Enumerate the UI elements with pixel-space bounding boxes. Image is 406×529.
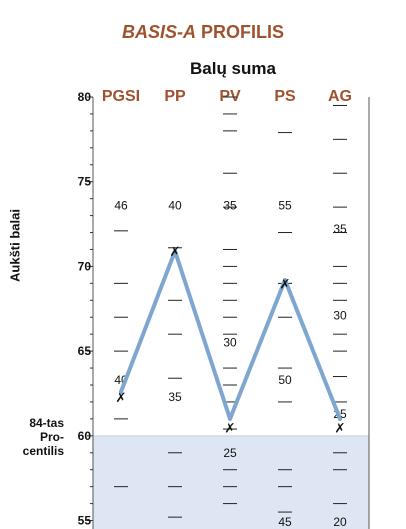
score-mark: ✗ bbox=[170, 245, 181, 260]
profile-point bbox=[228, 416, 232, 421]
y-tick-label: 65 bbox=[78, 344, 92, 358]
raw-score-label: 45 bbox=[278, 515, 292, 529]
profile-point bbox=[119, 389, 123, 394]
score-mark: ✗ bbox=[280, 277, 291, 292]
chart-subtitle: Balų suma bbox=[190, 59, 276, 78]
raw-score-label: 50 bbox=[278, 373, 292, 387]
raw-score-label: 20 bbox=[333, 515, 347, 529]
category-header: AG bbox=[328, 88, 352, 105]
raw-score-label: 35 bbox=[223, 198, 237, 212]
y-tick-label: 60 bbox=[78, 429, 92, 443]
category-header: PP bbox=[164, 88, 186, 105]
category-header: PS bbox=[274, 88, 296, 105]
score-mark: ✗ bbox=[335, 421, 346, 436]
y-tick-label: 80 bbox=[78, 90, 92, 104]
raw-score-label: 46 bbox=[114, 198, 128, 212]
y-tick-label: 55 bbox=[78, 514, 92, 528]
raw-score-label: 40 bbox=[168, 198, 182, 212]
raw-score-label: 30 bbox=[333, 309, 347, 323]
category-header: PGSI bbox=[102, 88, 140, 105]
percentile-shade bbox=[93, 435, 369, 529]
raw-score-label: 35 bbox=[168, 390, 182, 404]
raw-score-label: 35 bbox=[333, 222, 347, 236]
chart-title: BASIS-A PROFILIS bbox=[121, 22, 285, 42]
y-tick-label: 70 bbox=[78, 259, 92, 273]
percentile-label: 84-tas Pro- centilis bbox=[14, 416, 64, 458]
profile-point bbox=[173, 249, 177, 254]
score-mark: ✗ bbox=[116, 391, 127, 406]
score-mark: ✗ bbox=[225, 421, 236, 436]
profile-point bbox=[283, 277, 287, 282]
percentile-label-line: centilis bbox=[22, 444, 64, 458]
raw-score-label: 25 bbox=[223, 446, 237, 460]
percentile-label-line: Pro- bbox=[40, 430, 64, 444]
percentile-label-line: 84-tas bbox=[29, 416, 64, 430]
raw-score-label: 30 bbox=[223, 336, 237, 350]
y-tick-label: 75 bbox=[78, 175, 92, 189]
raw-score-label: 55 bbox=[278, 198, 292, 212]
profile-point bbox=[338, 416, 342, 421]
